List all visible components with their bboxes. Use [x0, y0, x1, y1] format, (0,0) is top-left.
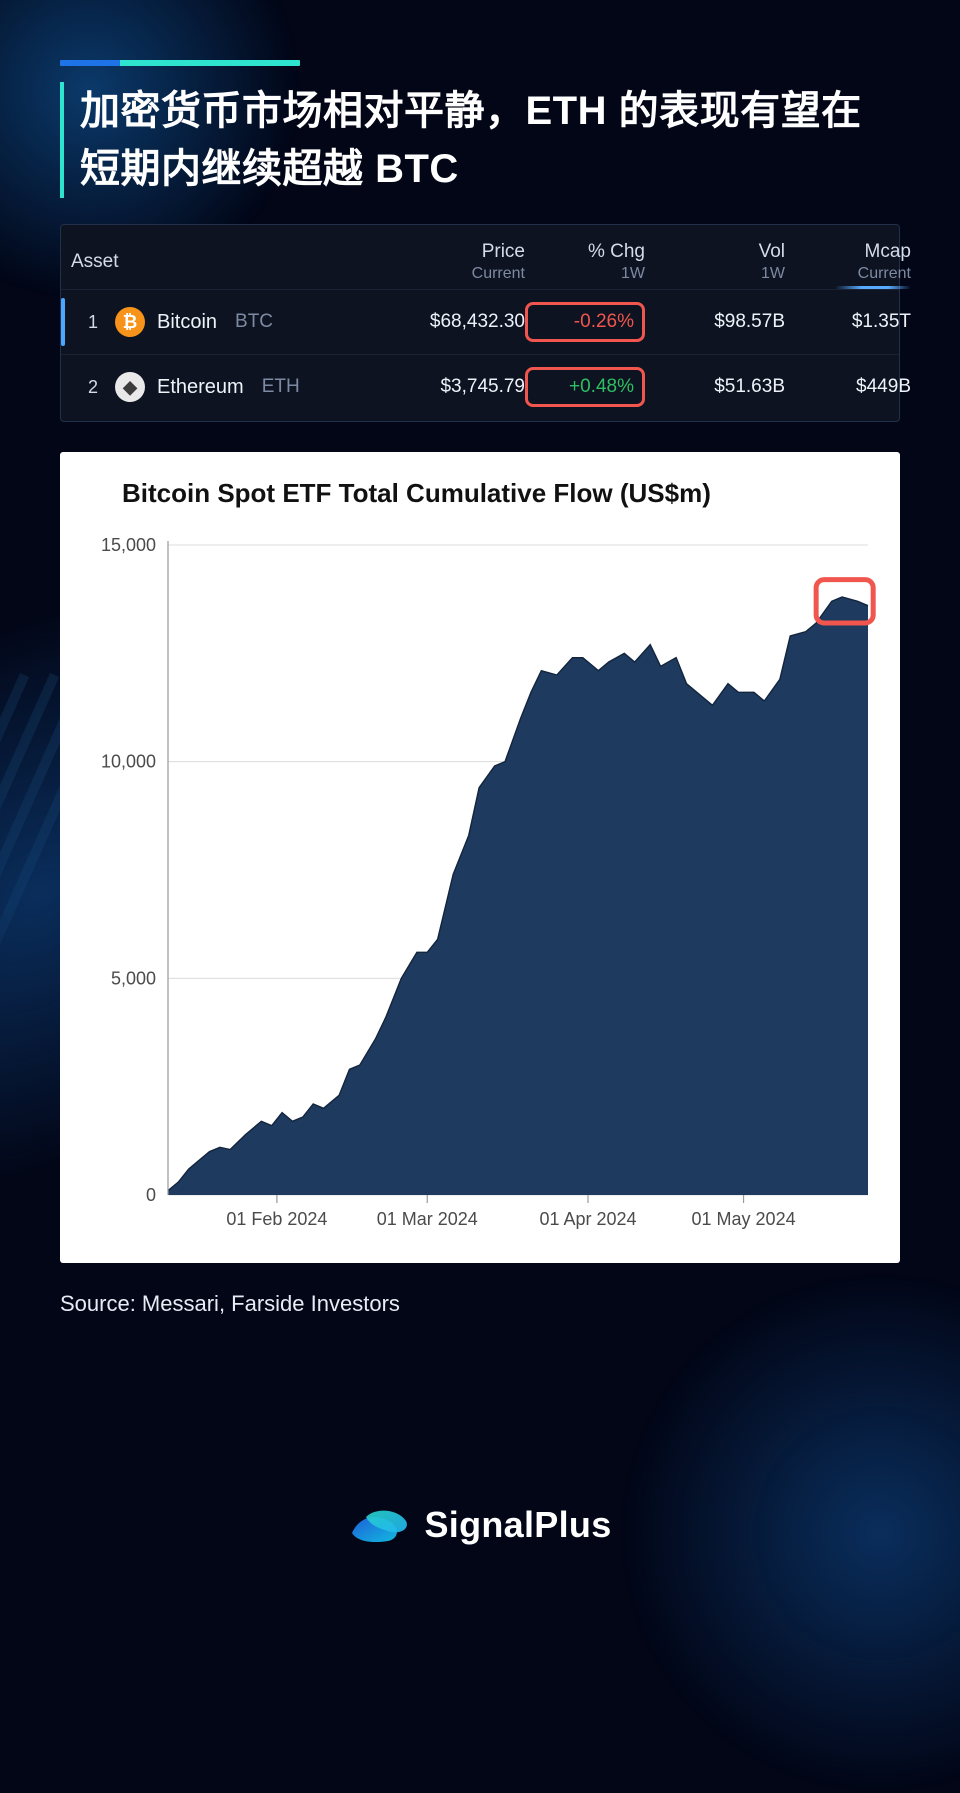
page-title: 加密货币市场相对平静，ETH 的表现有望在短期内继续超越 BTC — [60, 82, 900, 198]
volume-cell: $51.63B — [645, 376, 785, 398]
headline-block: 加密货币市场相对平静，ETH 的表现有望在短期内继续超越 BTC — [60, 60, 900, 198]
mcap-cell: $1.35T — [785, 311, 911, 333]
svg-text:0: 0 — [146, 1185, 156, 1205]
col-chg: % Chg 1W — [525, 241, 645, 283]
etf-flow-area-chart: 0 5,000 10,000 15,000 01 Feb 2024 01 Mar 2024… — [70, 515, 890, 1255]
asset-table: Asset Price Current % Chg 1W Vol 1W Mcap… — [60, 224, 900, 422]
source-attribution: Source: Messari, Farside Investors — [60, 1291, 900, 1317]
price-cell: $3,745.79 — [375, 376, 525, 398]
svg-text:01 Apr 2024: 01 Apr 2024 — [539, 1209, 636, 1229]
coin-ticker: BTC — [235, 311, 273, 333]
col-asset: Asset — [71, 251, 375, 273]
coin-name: Ethereum — [157, 376, 244, 399]
svg-text:01 Feb 2024: 01 Feb 2024 — [226, 1209, 327, 1229]
brand-footer: SignalPlus — [0, 1503, 960, 1547]
table-row: 2◆EthereumETH$3,745.79+0.48%$51.63B$449B — [61, 354, 899, 419]
coin-ticker: ETH — [262, 376, 300, 398]
col-vol: Vol 1W — [645, 241, 785, 283]
col-price: Price Current — [375, 241, 525, 283]
svg-text:15,000: 15,000 — [101, 535, 156, 555]
btc-icon: ₿ — [115, 307, 145, 337]
col-mcap: Mcap Current — [785, 241, 911, 283]
table-row: 1₿BitcoinBTC$68,432.30-0.26%$98.57B$1.35… — [61, 289, 899, 354]
svg-text:10,000: 10,000 — [101, 752, 156, 772]
chart-title: Bitcoin Spot ETF Total Cumulative Flow (… — [70, 478, 890, 509]
eth-icon: ◆ — [115, 372, 145, 402]
signalplus-logo-icon — [348, 1503, 410, 1547]
svg-text:01 Mar 2024: 01 Mar 2024 — [377, 1209, 478, 1229]
svg-text:01 May 2024: 01 May 2024 — [692, 1209, 796, 1229]
etf-flow-chart-card: Bitcoin Spot ETF Total Cumulative Flow (… — [60, 452, 900, 1263]
asset-name-cell: ◆ Ethereum ETH — [115, 372, 375, 402]
asset-name-cell: ₿ Bitcoin BTC — [115, 307, 375, 337]
volume-cell: $98.57B — [645, 311, 785, 333]
coin-name: Bitcoin — [157, 311, 217, 334]
pct-change-cell: -0.26% — [525, 302, 645, 342]
pct-change-cell: +0.48% — [525, 367, 645, 407]
rank: 1 — [71, 312, 115, 333]
svg-text:5,000: 5,000 — [111, 969, 156, 989]
rank: 2 — [71, 377, 115, 398]
price-cell: $68,432.30 — [375, 311, 525, 333]
headline-accent-bar — [60, 60, 300, 66]
brand-name: SignalPlus — [424, 1504, 611, 1546]
mcap-cell: $449B — [785, 376, 911, 398]
table-header-row: Asset Price Current % Chg 1W Vol 1W Mcap… — [61, 231, 899, 289]
